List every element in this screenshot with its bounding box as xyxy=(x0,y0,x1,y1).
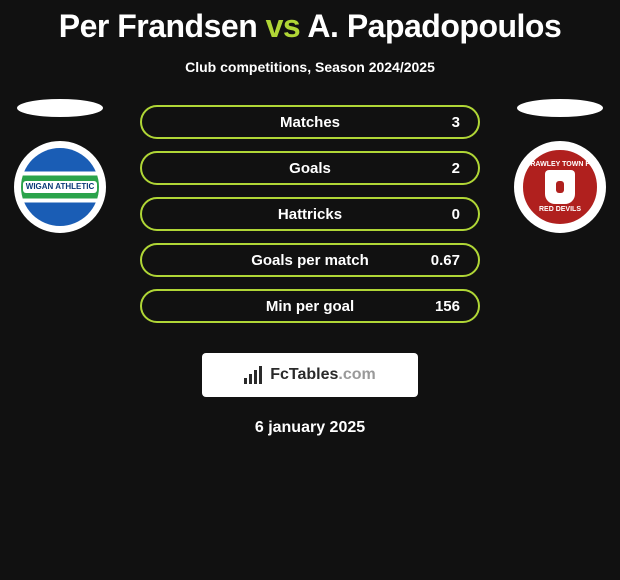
crawley-badge-inner: CRAWLEY TOWN FC RED DEVILS xyxy=(521,148,599,226)
wigan-badge-inner: WIGAN ATHLETIC xyxy=(21,148,99,226)
branding-box: FcTables.com xyxy=(202,353,418,397)
branding-text: FcTables.com xyxy=(270,366,376,384)
stat-right-value: 0.67 xyxy=(410,252,460,269)
crawley-badge-bottom-text: RED DEVILS xyxy=(539,206,581,213)
title-player2: A. Papadopoulos xyxy=(307,8,561,44)
stat-label: Goals per match xyxy=(210,252,410,269)
player1-club-badge: WIGAN ATHLETIC xyxy=(14,141,106,233)
stat-label: Hattricks xyxy=(210,206,410,223)
stat-label: Matches xyxy=(210,114,410,131)
player2-column: CRAWLEY TOWN FC RED DEVILS xyxy=(500,99,620,233)
stat-right-value: 0 xyxy=(410,206,460,223)
player2-club-badge: CRAWLEY TOWN FC RED DEVILS xyxy=(514,141,606,233)
stat-right-value: 156 xyxy=(410,298,460,315)
stat-row: Matches 3 xyxy=(140,105,480,139)
date-text: 6 january 2025 xyxy=(0,419,620,437)
stats-table: Matches 3 Goals 2 Hattricks 0 Goals per … xyxy=(140,105,480,323)
bars-icon xyxy=(244,366,262,384)
stat-label: Min per goal xyxy=(210,298,410,315)
main-area: WIGAN ATHLETIC CRAWLEY TOWN FC RED DEVIL… xyxy=(0,105,620,335)
crawley-shield-icon xyxy=(545,170,575,204)
wigan-badge-text: WIGAN ATHLETIC xyxy=(23,181,97,194)
branding-tld: .com xyxy=(338,366,375,383)
crawley-badge-top-text: CRAWLEY TOWN FC xyxy=(525,161,594,168)
stat-row: Min per goal 156 xyxy=(140,289,480,323)
stat-row: Goals 2 xyxy=(140,151,480,185)
stat-row: Goals per match 0.67 xyxy=(140,243,480,277)
title-player1: Per Frandsen xyxy=(59,8,258,44)
player1-column: WIGAN ATHLETIC xyxy=(0,99,120,233)
page-title: Per Frandsen vs A. Papadopoulos xyxy=(0,0,620,45)
subtitle: Club competitions, Season 2024/2025 xyxy=(0,59,620,75)
player1-silhouette xyxy=(17,99,103,117)
stat-label: Goals xyxy=(210,160,410,177)
stat-right-value: 3 xyxy=(410,114,460,131)
stat-right-value: 2 xyxy=(410,160,460,177)
title-vs: vs xyxy=(266,8,301,44)
branding-name: FcTables xyxy=(270,366,338,383)
player2-silhouette xyxy=(517,99,603,117)
stat-row: Hattricks 0 xyxy=(140,197,480,231)
